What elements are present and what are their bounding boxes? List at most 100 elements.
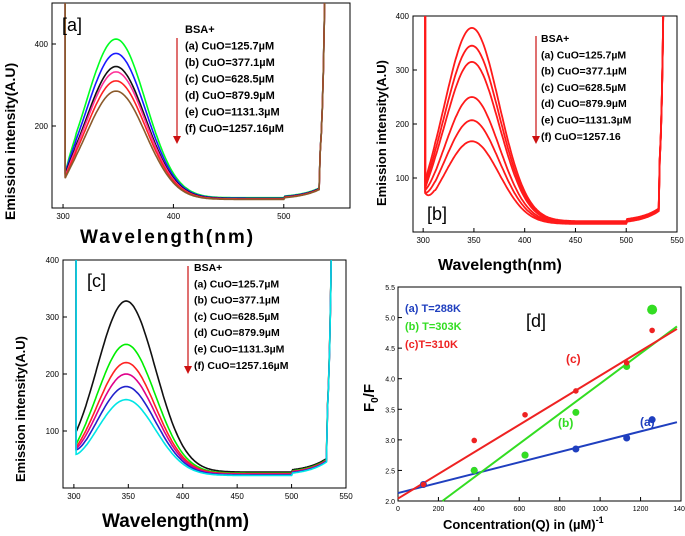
panel-d-point-c	[471, 437, 478, 444]
panel-b-curves	[424, 16, 665, 225]
panel-c-ylabel: Emission intensity(A.U)	[13, 336, 28, 482]
panel-b-ytick-label: 100	[396, 174, 410, 183]
panel-c-legend: BSA+ (a) CuO=125.7µM (b) CuO=377.1µM (c) Cu…	[194, 262, 289, 372]
panel-c-ytick-label: 400	[46, 256, 60, 265]
panel-b-legend: BSA+ (a) CuO=125.7µM (b) CuO=377.1µM (c) Cu…	[541, 33, 632, 143]
panel-d-ytick-label: 2.5	[385, 468, 395, 475]
panel-d-point-c	[573, 388, 579, 394]
panel-b-xtick-label: 550	[670, 236, 684, 245]
panel-d-xtick-label: 200	[433, 506, 445, 513]
panel-a-arrow	[173, 38, 181, 144]
panel-d-curve-label-b: (b)	[558, 416, 573, 430]
panel-d-point-a	[648, 416, 656, 424]
legend-entry: (e) CuO=1131.3µM	[194, 344, 285, 356]
legend-entry: (c) CuO=628.5µM	[194, 311, 279, 323]
panel-d-fit-lines	[397, 325, 678, 502]
panel-d-frame	[397, 286, 682, 502]
panel-d-ticks: 0 200 400 600 800 1000 1200 1400 2.0 2.5 3.0 3.5 4.0…	[385, 285, 685, 513]
panel-a-xtick-label: 300	[56, 212, 70, 221]
panel-d-xtick-label: 600	[513, 506, 525, 513]
panel-c-curves	[75, 260, 332, 477]
panel-d-xtick-label: 800	[554, 506, 566, 513]
panel-a-curves	[64, 3, 326, 201]
panel-b-ticks: 300 350 400 450 500 550 100 200 300 400	[396, 12, 685, 245]
legend-entry: (b) CuO=377.1µM	[185, 57, 275, 69]
legend-entry: (f) CuO=1257.16	[541, 131, 621, 143]
panel-b-label: [b]	[427, 204, 447, 224]
panel-b-xtick-label: 400	[518, 236, 532, 245]
panel-d-ylabel-main: F	[361, 403, 378, 412]
panel-c-xtick-label: 350	[122, 492, 136, 501]
panel-a-xtick-label: 400	[167, 212, 181, 221]
panel-c-ytick-label: 100	[46, 427, 60, 436]
panel-d-point-c	[522, 411, 528, 418]
panel-d: 0 200 400 600 800 1000 1200 1400 2.0 2.5 3.0 3.5 4.0…	[361, 285, 685, 532]
panel-d-ytick-label: 3.5	[385, 407, 395, 414]
panel-d-point-b	[521, 451, 529, 459]
panel-d-point-a	[572, 445, 580, 453]
panel-d-ylabel: F0/F	[361, 384, 381, 412]
panel-d-legend-a: (a) T=288K	[405, 303, 461, 315]
panel-d-xlabel-sup: -1	[596, 515, 604, 525]
legend-entry: (f) CuO=1257.16µM	[194, 360, 289, 372]
panel-a-ytick-label: 200	[35, 122, 49, 131]
panel-d-xtick-label: 1000	[592, 506, 608, 513]
legend-entry: (f) CuO=1257.16µM	[185, 123, 284, 135]
panel-d-xtick-label: 0	[396, 506, 400, 513]
panel-c-ticks: 300 350 400 450 500 550 100 200 300 400	[46, 256, 354, 501]
panel-d-fit-line-b	[441, 325, 678, 502]
panel-d-fit-line-c	[397, 328, 678, 500]
panel-c-xtick-label: 400	[176, 492, 190, 501]
panel-c-curve-1	[75, 260, 332, 473]
panel-d-curve-label-c: (c)	[566, 352, 581, 366]
panel-d-legend-b: (b) T=303K	[405, 321, 462, 333]
panel-d-ytick-label: 5.5	[385, 285, 395, 292]
panel-a-xtick-label: 500	[277, 212, 291, 221]
panel-d-label: [d]	[526, 311, 546, 331]
panel-c: 300 350 400 450 500 550 100 200 300 400 [c] Wavel…	[13, 256, 354, 532]
panel-a-legend: BSA+ (a) CuO=125.7µM (b) CuO=377.1µM (c) Cu…	[185, 24, 284, 135]
panel-b-xtick-label: 300	[416, 236, 430, 245]
panel-c-xtick-label: 550	[339, 492, 353, 501]
panel-d-ylabel-tail: /F	[361, 384, 378, 397]
panel-b-xtick-label: 350	[467, 236, 481, 245]
panel-c-ytick-label: 300	[46, 313, 60, 322]
panel-b-ytick-label: 200	[396, 120, 410, 129]
panel-d-legend-c: (c)T=310K	[405, 339, 458, 351]
panel-d-point-c	[649, 327, 655, 334]
panel-d-ytick-label: 3.0	[385, 438, 395, 445]
legend-entry: (e) CuO=1131.3µM	[541, 115, 632, 127]
panel-a-ytick-label: 400	[35, 40, 49, 49]
panel-a: 300 400 500 200 400 [a] Wavelength(nm) Emiss…	[2, 2, 351, 248]
panel-b-ytick-label: 400	[396, 12, 410, 21]
panel-b-ylabel: Emission intensity(A.U)	[374, 60, 389, 206]
panel-d-xlabel: Concentration(Q) in (µM)-1	[443, 515, 604, 532]
legend-entry: (a) CuO=125.7µM	[185, 41, 274, 53]
panel-b-xtick-label: 500	[620, 236, 634, 245]
panel-d-curve-label-a: (a)	[640, 415, 655, 429]
panel-d-ytick-label: 4.0	[385, 377, 395, 384]
panel-c-xtick-label: 300	[67, 492, 81, 501]
panel-d-point-a	[623, 434, 631, 442]
panel-b-xlabel: Wavelength(nm)	[438, 257, 562, 274]
panel-d-fit-line-a	[397, 421, 678, 495]
panel-b-arrow	[532, 36, 540, 144]
legend-entry: (d) CuO=879.9µM	[541, 98, 627, 110]
panel-d-point-b	[647, 304, 658, 315]
legend-entry: (b) CuO=377.1µM	[541, 66, 627, 78]
panel-d-xtick-label: 1400	[673, 506, 685, 513]
panel-d-ytick-label: 2.0	[385, 499, 395, 506]
legend-entry: (c) CuO=628.5µM	[541, 82, 626, 94]
legend-entry: (c) CuO=628.5µM	[185, 74, 274, 86]
panel-c-xtick-label: 450	[230, 492, 244, 501]
legend-title: BSA+	[541, 33, 569, 45]
panel-b: 300 350 400 450 500 550 100 200 300 400 [b] Wavel…	[374, 12, 685, 274]
legend-title: BSA+	[194, 262, 222, 274]
panel-c-label: [c]	[87, 271, 106, 291]
panel-d-point-b	[470, 466, 478, 474]
legend-entry: (e) CuO=1131.3µM	[185, 107, 280, 119]
legend-entry: (d) CuO=879.9µM	[185, 90, 275, 102]
panel-d-point-c	[420, 481, 427, 488]
legend-entry: (a) CuO=125.7µM	[541, 49, 626, 61]
